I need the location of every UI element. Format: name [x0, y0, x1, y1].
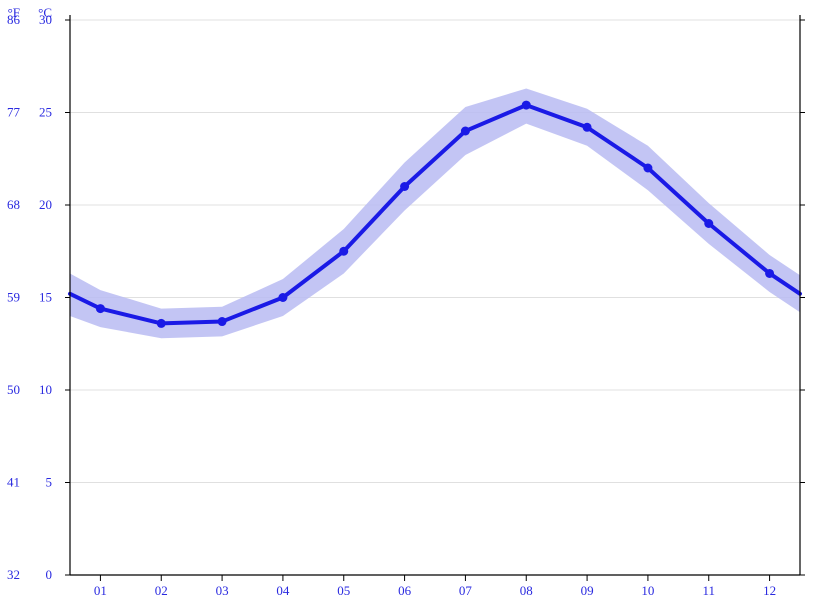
x-tick-label: 01	[94, 583, 107, 598]
data-point	[400, 182, 409, 191]
x-tick-label: 04	[276, 583, 290, 598]
data-point	[157, 319, 166, 328]
data-point	[583, 123, 592, 132]
x-tick-label: 08	[520, 583, 533, 598]
x-tick-label: 12	[763, 583, 776, 598]
x-tick-label: 05	[337, 583, 350, 598]
y-tick-label-f: 41	[7, 475, 20, 490]
x-tick-label: 07	[459, 583, 473, 598]
data-point	[218, 317, 227, 326]
temperature-chart: 01 02 03 04 05 06 07 08 09 10 11 12 0 32 5 41 10 50 15 59 20…	[0, 0, 815, 611]
y-tick-label-f: 68	[7, 197, 20, 212]
y-tick-label-c: 25	[39, 105, 52, 120]
y-tick-label-f: 77	[7, 105, 21, 120]
data-point	[461, 127, 470, 136]
y-tick-label-f: 32	[7, 567, 20, 582]
y-tick-label-c: 5	[46, 475, 53, 490]
data-point	[278, 293, 287, 302]
x-tick-label: 03	[216, 583, 229, 598]
x-tick-label: 06	[398, 583, 412, 598]
data-point	[96, 304, 105, 313]
x-tick-label: 09	[581, 583, 594, 598]
data-point	[643, 164, 652, 173]
y-tick-label-c: 15	[39, 290, 52, 305]
x-tick-label: 11	[702, 583, 715, 598]
data-point	[339, 247, 348, 256]
y-tick-label-f: 50	[7, 382, 20, 397]
chart-svg: 01 02 03 04 05 06 07 08 09 10 11 12 0 32 5 41 10 50 15 59 20…	[0, 0, 815, 611]
y-unit-c: °C	[38, 5, 52, 20]
x-tick-label: 10	[641, 583, 654, 598]
y-tick-label-c: 0	[46, 567, 53, 582]
y-tick-label-f: 59	[7, 290, 20, 305]
y-tick-label-c: 10	[39, 382, 52, 397]
y-unit-f: °F	[8, 5, 20, 20]
x-tick-label: 02	[155, 583, 168, 598]
data-point	[765, 269, 774, 278]
data-point	[522, 101, 531, 110]
y-tick-label-c: 20	[39, 197, 52, 212]
data-point	[704, 219, 713, 228]
